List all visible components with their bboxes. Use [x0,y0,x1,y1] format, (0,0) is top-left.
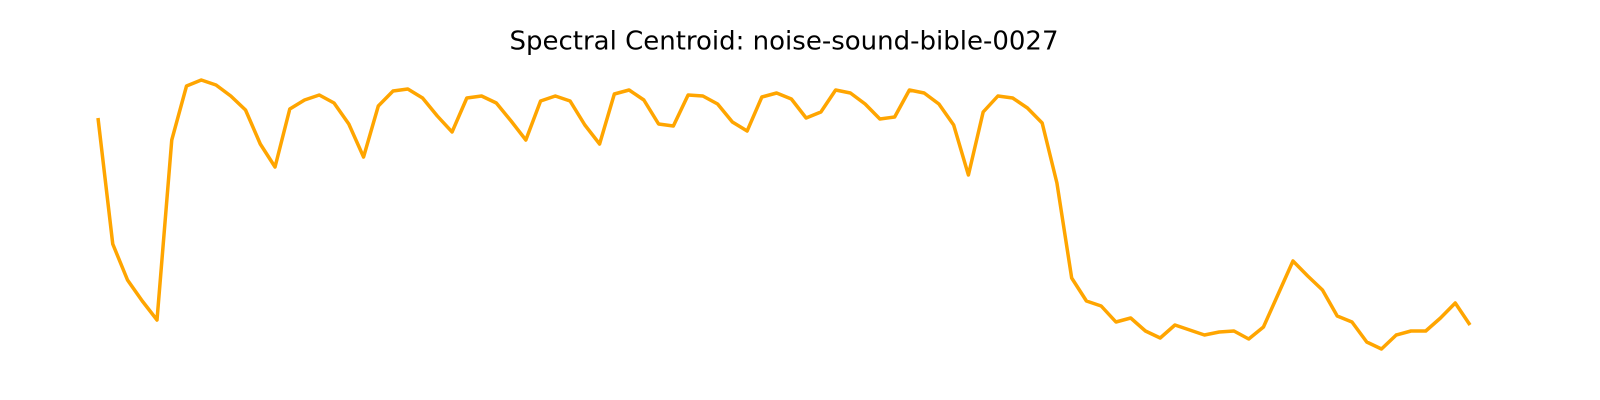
chart-title: Spectral Centroid: noise-sound-bible-002… [509,27,1058,57]
line [96,78,1472,351]
